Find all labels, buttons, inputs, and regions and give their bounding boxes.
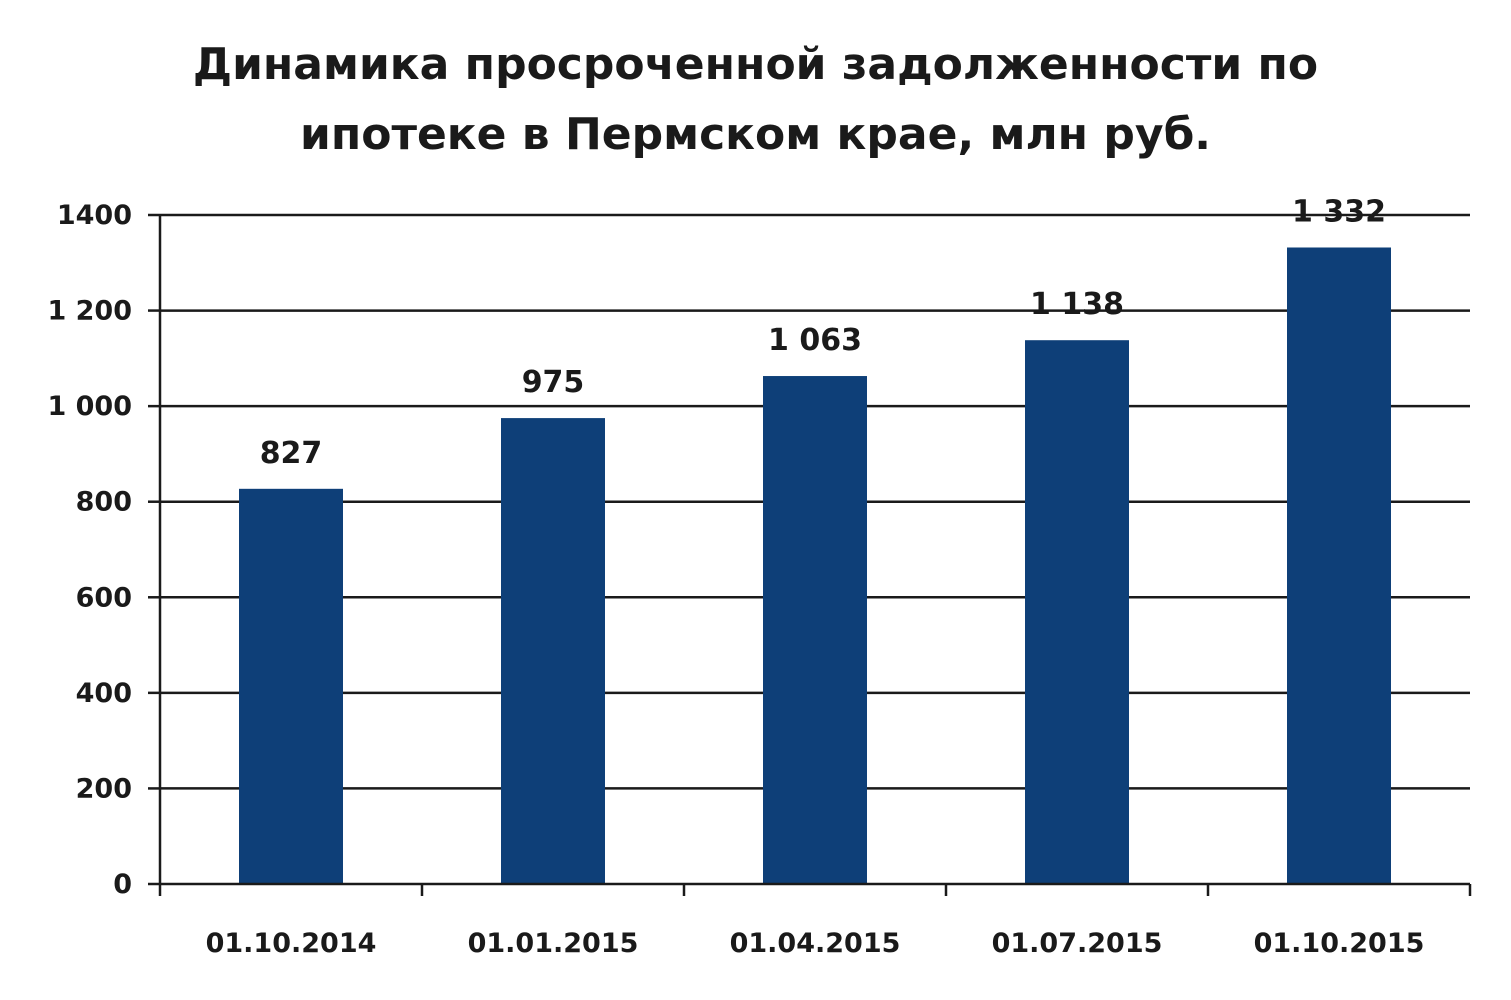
data-label: 1 332 — [1292, 194, 1386, 229]
x-tick-label: 01.07.2015 — [992, 928, 1163, 959]
y-tick-label: 0 — [113, 869, 132, 900]
data-label: 975 — [522, 365, 585, 400]
x-tick-label: 01.01.2015 — [468, 928, 639, 959]
bar — [1287, 247, 1391, 885]
chart-title-line-1: Динамика просроченной задолженности по — [192, 39, 1319, 90]
bar — [763, 376, 867, 884]
bar — [1025, 340, 1129, 884]
y-tick-label: 600 — [76, 582, 132, 613]
x-tick-label: 01.10.2014 — [206, 928, 377, 959]
y-tick-label: 1 000 — [47, 391, 132, 422]
chart-title-line-2: ипотеке в Пермском крае, млн руб. — [299, 109, 1212, 160]
data-label: 1 138 — [1030, 287, 1124, 322]
x-tick-label: 01.04.2015 — [730, 928, 901, 959]
data-label: 1 063 — [768, 323, 862, 358]
data-label: 827 — [260, 436, 323, 471]
y-tick-label: 200 — [76, 773, 132, 804]
bars — [239, 247, 1391, 885]
y-tick-label: 800 — [76, 487, 132, 518]
y-tick-label: 400 — [76, 678, 132, 709]
bar — [239, 488, 343, 884]
axes — [148, 213, 1472, 896]
labels: 0 200 400 600 800 1 000 1 200 1400 827 01.10.2014… — [47, 194, 1424, 959]
chart-title: Динамика просроченной задолженности по и… — [0, 30, 1511, 170]
bar — [501, 418, 605, 884]
y-tick-label: 1 200 — [47, 296, 132, 327]
y-tick-label: 1400 — [57, 200, 132, 231]
x-tick-label: 01.10.2015 — [1254, 928, 1425, 959]
